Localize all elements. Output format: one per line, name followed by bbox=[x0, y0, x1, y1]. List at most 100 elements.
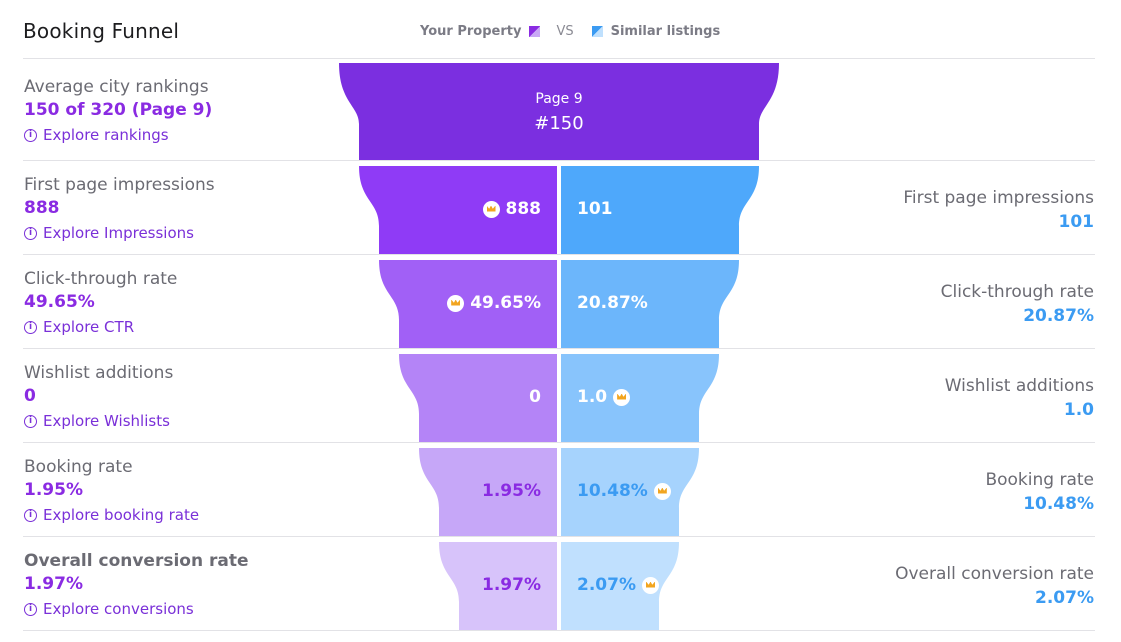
similar-label: First page impressions bbox=[903, 188, 1094, 208]
similar-label: Click-through rate bbox=[940, 282, 1094, 302]
similar-conversion: Overall conversion rate 2.07% bbox=[895, 562, 1094, 610]
funnel-value-your: 888 bbox=[505, 199, 542, 219]
stage-value: 0 bbox=[24, 386, 36, 406]
crown-icon bbox=[653, 482, 671, 500]
info-icon: i bbox=[24, 602, 37, 616]
funnel-label-your: 1.97% bbox=[482, 575, 541, 595]
crown-icon bbox=[613, 388, 631, 406]
funnel-band-similar bbox=[561, 166, 759, 254]
stage-label: Average city rankings bbox=[24, 77, 209, 97]
explore-conversions-link[interactable]: i Explore conversions bbox=[24, 596, 249, 622]
similar-value: 1.0 bbox=[1063, 400, 1094, 420]
explore-ctr-link[interactable]: i Explore CTR bbox=[24, 314, 177, 340]
stage-conversion: Overall conversion rate 1.97% i Explore c… bbox=[24, 550, 249, 622]
similar-label: Wishlist additions bbox=[944, 376, 1094, 396]
similar-value: 20.87% bbox=[1023, 306, 1094, 326]
stage-ctr: Click-through rate 49.65% i Explore CTR bbox=[24, 268, 177, 340]
funnel-value-similar: 101 bbox=[577, 199, 613, 219]
stage-label: Overall conversion rate bbox=[24, 551, 249, 571]
funnel-value-your: 49.65% bbox=[470, 293, 541, 313]
info-icon: i bbox=[24, 414, 37, 428]
similar-booking-rate: Booking rate 10.48% bbox=[985, 468, 1094, 516]
explore-link-label: Explore rankings bbox=[43, 126, 169, 144]
stage-label: Booking rate bbox=[24, 457, 133, 477]
funnel-value-your: 1.97% bbox=[482, 575, 541, 595]
stage-rankings: Average city rankings 150 of 320 (Page 9… bbox=[24, 76, 212, 148]
crown-icon bbox=[641, 576, 659, 594]
divider bbox=[23, 254, 1095, 255]
divider bbox=[23, 348, 1095, 349]
funnel-label-similar: 10.48% bbox=[577, 481, 671, 501]
funnel-value-similar: 10.48% bbox=[577, 481, 648, 501]
stage-label: First page impressions bbox=[24, 175, 215, 195]
stage-label: Click-through rate bbox=[24, 269, 178, 289]
stage-wishlists: Wishlist additions 0 i Explore Wishlists bbox=[24, 362, 173, 434]
funnel-value-similar: 20.87% bbox=[577, 293, 648, 313]
explore-link-label: Explore CTR bbox=[43, 318, 135, 336]
stage-booking-rate: Booking rate 1.95% i Explore booking rate bbox=[24, 456, 199, 528]
divider bbox=[23, 536, 1095, 537]
funnel-label-similar: 1.0 bbox=[577, 387, 631, 407]
info-icon: i bbox=[24, 226, 37, 240]
explore-link-label: Explore Impressions bbox=[43, 224, 194, 242]
legend: Your Property VS Similar listings bbox=[420, 24, 720, 39]
similar-label: Overall conversion rate bbox=[895, 564, 1094, 584]
explore-rankings-link[interactable]: i Explore rankings bbox=[24, 122, 212, 148]
funnel-value-similar: 2.07% bbox=[577, 575, 636, 595]
info-icon: i bbox=[24, 320, 37, 334]
legend-similar: Similar listings bbox=[610, 24, 721, 39]
explore-impressions-link[interactable]: i Explore Impressions bbox=[24, 220, 215, 246]
funnel-band-your bbox=[419, 448, 557, 536]
funnel-top-line2: #150 bbox=[534, 113, 584, 134]
stage-impressions: First page impressions 888 i Explore Impr… bbox=[24, 174, 215, 246]
similar-value: 2.07% bbox=[1035, 588, 1094, 608]
funnel-value-your: 0 bbox=[529, 387, 541, 407]
explore-link-label: Explore conversions bbox=[43, 600, 194, 618]
funnel-label-your: 49.65% bbox=[447, 293, 541, 313]
stage-value: 1.97% bbox=[24, 574, 83, 594]
funnel-band-your bbox=[399, 354, 557, 442]
funnel-label-similar: 2.07% bbox=[577, 575, 659, 595]
stage-value: 150 of 320 (Page 9) bbox=[24, 100, 213, 120]
explore-booking-rate-link[interactable]: i Explore booking rate bbox=[24, 502, 199, 528]
stage-label: Wishlist additions bbox=[24, 363, 174, 383]
funnel-label-similar: 20.87% bbox=[577, 293, 648, 313]
funnel-band-similar bbox=[561, 354, 719, 442]
stage-value: 49.65% bbox=[24, 292, 95, 312]
legend-similar-swatch bbox=[591, 26, 603, 37]
divider bbox=[23, 58, 1095, 59]
explore-link-label: Explore Wishlists bbox=[43, 412, 170, 430]
divider bbox=[23, 160, 1095, 161]
funnel-top-band bbox=[339, 63, 779, 160]
funnel-band-your bbox=[439, 542, 557, 630]
crown-icon bbox=[482, 200, 500, 218]
funnel-band-similar bbox=[561, 260, 739, 348]
similar-wishlists: Wishlist additions 1.0 bbox=[945, 374, 1094, 422]
funnel-label-your: 888 bbox=[482, 199, 542, 219]
funnel-band-similar bbox=[561, 448, 699, 536]
funnel-value-similar: 1.0 bbox=[577, 387, 608, 407]
funnel-label-similar: 101 bbox=[577, 199, 613, 219]
explore-link-label: Explore booking rate bbox=[43, 506, 200, 524]
page-title: Booking Funnel bbox=[23, 19, 180, 43]
similar-value: 101 bbox=[1058, 212, 1095, 232]
info-icon: i bbox=[24, 508, 37, 522]
similar-value: 10.48% bbox=[1023, 494, 1094, 514]
explore-wishlists-link[interactable]: i Explore Wishlists bbox=[24, 408, 173, 434]
legend-your-swatch bbox=[529, 26, 541, 37]
funnel-band-your bbox=[379, 260, 557, 348]
similar-impressions: First page impressions 101 bbox=[903, 186, 1094, 234]
funnel-band-your bbox=[359, 166, 557, 254]
legend-your-property: Your Property bbox=[420, 24, 522, 39]
legend-vs: VS bbox=[556, 24, 574, 39]
info-icon: i bbox=[24, 128, 37, 142]
stage-value: 1.95% bbox=[24, 480, 83, 500]
similar-label: Booking rate bbox=[985, 470, 1094, 490]
funnel-label-your: 1.95% bbox=[482, 481, 541, 501]
funnel-value-your: 1.95% bbox=[482, 481, 541, 501]
stage-value: 888 bbox=[24, 198, 60, 218]
similar-ctr: Click-through rate 20.87% bbox=[941, 280, 1094, 328]
divider bbox=[23, 442, 1095, 443]
funnel-band-similar bbox=[561, 542, 679, 630]
